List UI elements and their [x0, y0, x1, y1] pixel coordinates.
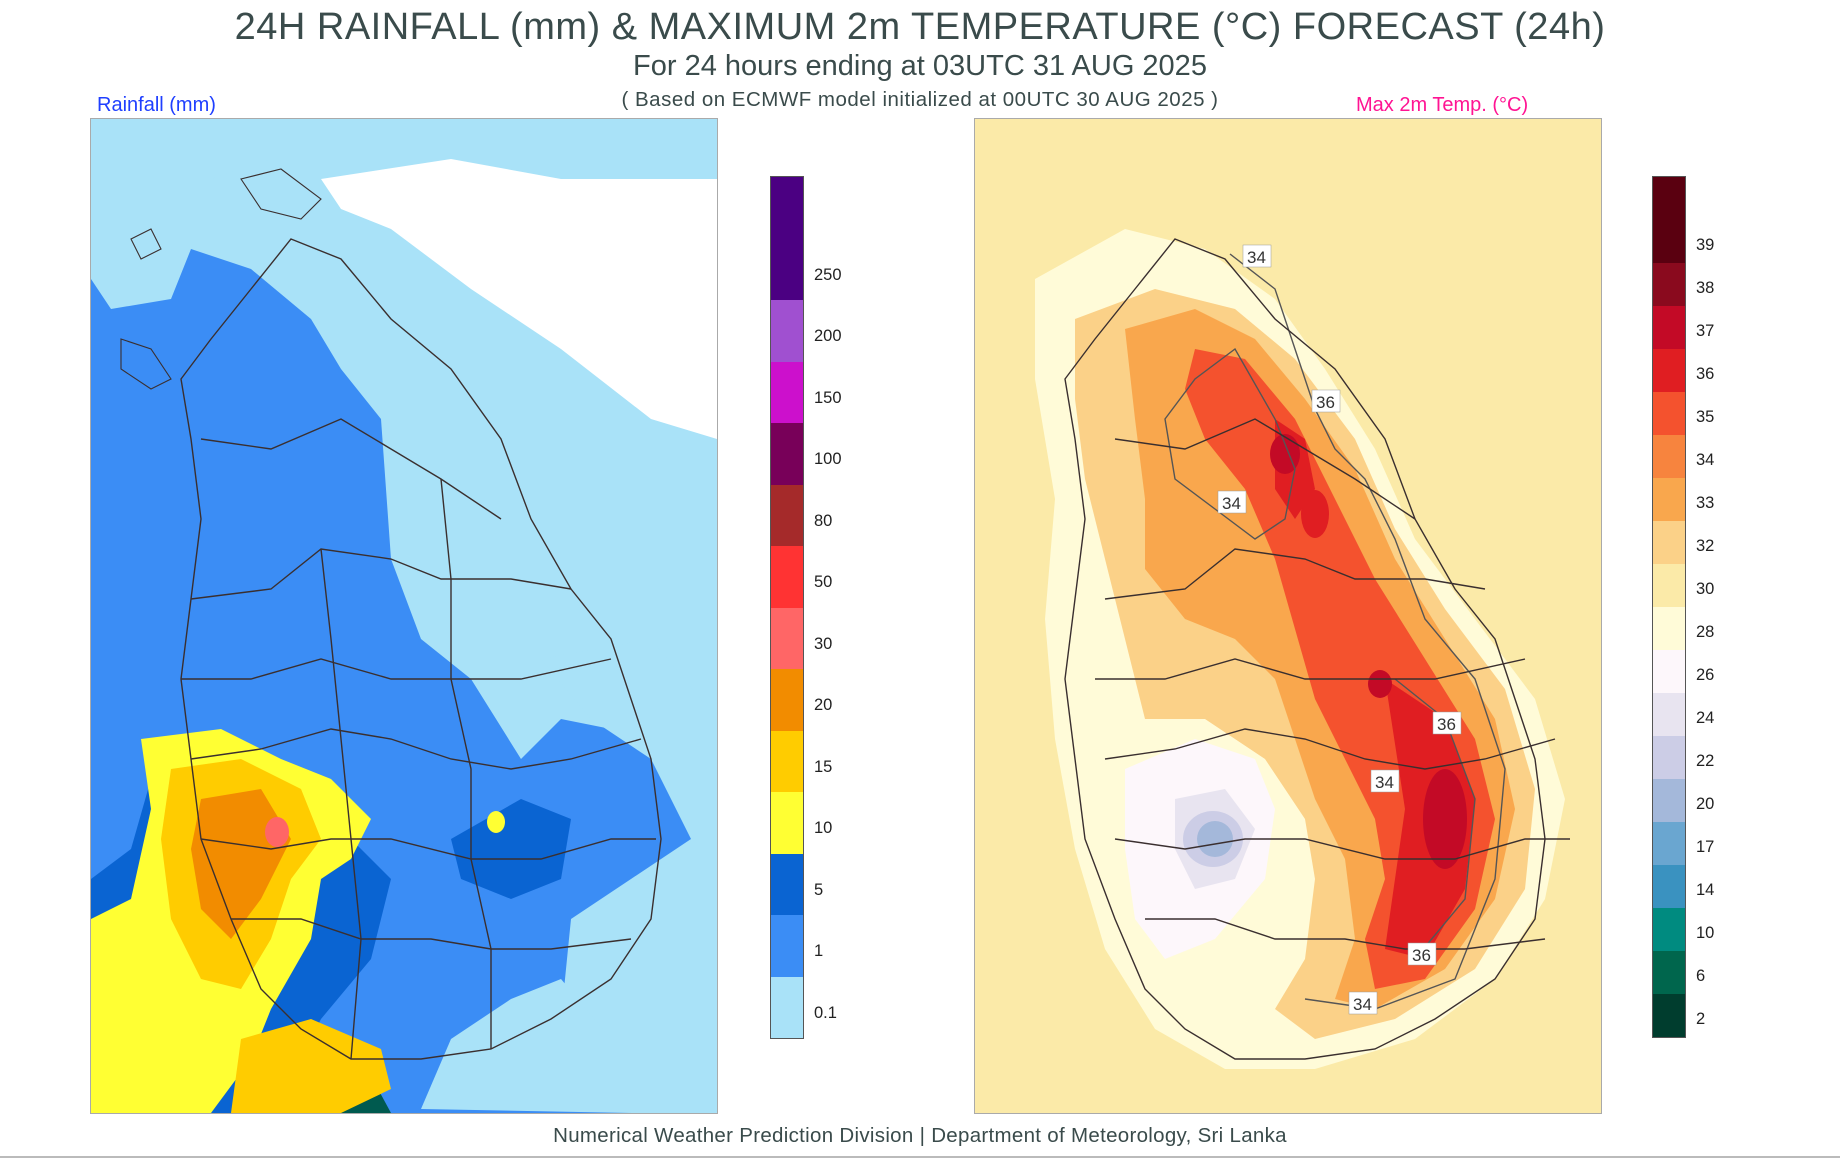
colorbar-segment	[1653, 521, 1685, 564]
colorbar-tick-label: 17	[1696, 837, 1715, 856]
colorbar-tick-label: 36	[1696, 364, 1715, 383]
contour-label-34-mid: 34	[1222, 494, 1241, 513]
footer-credit: Numerical Weather Prediction Division | …	[553, 1124, 1287, 1147]
contour-label-36-east: 36	[1437, 715, 1456, 734]
colorbar-tick-label: 1	[814, 942, 824, 961]
colorbar-tick-label: 32	[1696, 536, 1715, 555]
colorbar-tick-label: 35	[1696, 407, 1715, 426]
colorbar-tick-label: 34	[1696, 450, 1715, 469]
contour-label-34-east: 34	[1375, 773, 1394, 792]
colorbar-segment	[771, 730, 803, 792]
rainfall-map	[90, 118, 718, 1114]
colorbar-tick-label: 2	[1696, 1009, 1706, 1028]
colorbar-segment	[1653, 865, 1685, 908]
colorbar-tick-label: 200	[814, 327, 842, 346]
contour-label-34-north: 34	[1247, 248, 1266, 267]
colorbar-segment	[771, 238, 803, 300]
contour-label-36-north: 36	[1316, 393, 1335, 412]
colorbar-tick-label: 6	[1696, 966, 1706, 985]
colorbar-segment	[771, 607, 803, 669]
colorbar-segment	[1653, 263, 1685, 306]
colorbar-tick-label: 14	[1696, 880, 1715, 899]
colorbar-tick-label: 15	[814, 757, 833, 776]
colorbar-segment	[1653, 951, 1685, 994]
rainfall-panel-label: Rainfall (mm)	[97, 94, 216, 116]
colorbar-segment	[1653, 220, 1685, 263]
colorbar-segment	[1653, 306, 1685, 349]
colorbar-segment	[1653, 908, 1685, 951]
colorbar-segment	[1653, 607, 1685, 650]
rainfall-colorbar	[770, 176, 804, 1039]
colorbar-tick-label: 150	[814, 388, 842, 407]
temperature-map-graphic: 34 36 34 36 34 36 34	[975, 119, 1601, 1113]
colorbar-tick-label: 26	[1696, 665, 1715, 684]
colorbar-tick-label: 39	[1696, 235, 1715, 254]
colorbar-segment	[1653, 693, 1685, 736]
main-title: 24H RAINFALL (mm) & MAXIMUM 2m TEMPERATU…	[234, 6, 1606, 48]
colorbar-tick-label: 50	[814, 573, 833, 592]
temperature-colorbar	[1652, 176, 1686, 1038]
colorbar-segment	[771, 300, 803, 362]
colorbar-segment	[771, 976, 803, 1038]
colorbar-tick-label: 28	[1696, 622, 1715, 641]
colorbar-segment	[1653, 736, 1685, 779]
colorbar-segment	[771, 361, 803, 423]
colorbar-tick-label: 100	[814, 450, 842, 469]
colorbar-segment	[771, 177, 803, 239]
colorbar-tick-label: 5	[814, 880, 824, 899]
colorbar-tick-label: 33	[1696, 493, 1715, 512]
colorbar-segment	[771, 669, 803, 731]
colorbar-segment	[771, 423, 803, 485]
colorbar-tick-label: 38	[1696, 278, 1715, 297]
contour-label-36-south: 36	[1412, 946, 1431, 965]
colorbar-tick-label: 22	[1696, 751, 1715, 770]
colorbar-tick-label: 30	[1696, 579, 1715, 598]
colorbar-segment	[1653, 650, 1685, 693]
colorbar-tick-label: 250	[814, 265, 842, 284]
bottom-divider	[0, 1156, 1840, 1158]
colorbar-segment	[771, 915, 803, 977]
contour-labels: 34 36 34 36 34 36 34	[1217, 244, 1462, 1015]
colorbar-segment	[1653, 478, 1685, 521]
colorbar-tick-label: 24	[1696, 708, 1715, 727]
colorbar-segment	[1653, 435, 1685, 478]
colorbar-segment	[1653, 822, 1685, 865]
colorbar-segment	[1653, 994, 1685, 1037]
colorbar-tick-label: 20	[1696, 794, 1715, 813]
colorbar-tick-label: 20	[814, 696, 833, 715]
forecast-period: For 24 hours ending at 03UTC 31 AUG 2025	[633, 50, 1207, 82]
colorbar-segment	[771, 484, 803, 546]
temperature-map: 34 36 34 36 34 36 34	[974, 118, 1602, 1114]
colorbar-segment	[771, 546, 803, 608]
colorbar-segment	[1653, 392, 1685, 435]
colorbar-tick-label: 10	[814, 819, 833, 838]
colorbar-tick-label: 30	[814, 634, 833, 653]
colorbar-segment	[771, 853, 803, 915]
colorbar-segment	[1653, 177, 1685, 220]
contour-label-34-south: 34	[1353, 995, 1372, 1014]
colorbar-segment	[1653, 349, 1685, 392]
colorbar-segment	[1653, 779, 1685, 822]
colorbar-tick-label: 0.1	[814, 1003, 837, 1022]
colorbar-segment	[1653, 564, 1685, 607]
colorbar-tick-label: 10	[1696, 923, 1715, 942]
model-note: ( Based on ECMWF model initialized at 00…	[621, 88, 1219, 111]
rainfall-map-graphic	[91, 119, 717, 1113]
colorbar-tick-label: 37	[1696, 321, 1715, 340]
colorbar-segment	[771, 792, 803, 854]
colorbar-tick-label: 80	[814, 511, 833, 530]
temperature-panel-label: Max 2m Temp. (°C)	[1356, 94, 1529, 116]
